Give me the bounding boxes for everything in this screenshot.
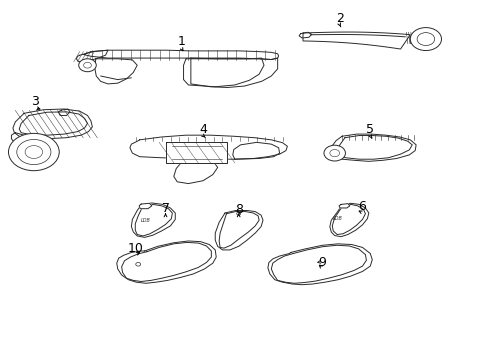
Circle shape [17, 139, 51, 165]
Circle shape [8, 134, 59, 171]
Polygon shape [215, 211, 263, 250]
Circle shape [409, 28, 441, 50]
Text: 9: 9 [318, 256, 326, 269]
Polygon shape [76, 50, 108, 62]
Text: 8: 8 [234, 203, 242, 216]
Polygon shape [330, 134, 415, 161]
Polygon shape [190, 58, 277, 87]
Text: 5: 5 [366, 123, 373, 136]
Polygon shape [58, 109, 70, 116]
Polygon shape [173, 163, 217, 184]
Circle shape [79, 59, 96, 72]
Text: LDB: LDB [141, 218, 151, 223]
Polygon shape [267, 244, 371, 285]
Polygon shape [338, 204, 349, 208]
Polygon shape [130, 135, 287, 159]
Polygon shape [13, 109, 92, 139]
Text: 1: 1 [177, 35, 184, 49]
Polygon shape [83, 50, 278, 59]
Text: 6: 6 [358, 201, 366, 213]
Circle shape [324, 145, 345, 161]
Polygon shape [131, 203, 175, 237]
Polygon shape [95, 59, 137, 84]
Text: 4: 4 [199, 123, 206, 136]
Polygon shape [232, 142, 279, 159]
Text: 10: 10 [127, 242, 143, 255]
Polygon shape [11, 133, 49, 143]
Text: LDB: LDB [332, 216, 343, 221]
Text: 7: 7 [161, 202, 169, 215]
Polygon shape [166, 142, 227, 163]
Polygon shape [299, 32, 311, 38]
Polygon shape [117, 241, 216, 283]
Polygon shape [329, 203, 368, 237]
Text: 3: 3 [31, 95, 39, 108]
Text: 2: 2 [335, 12, 343, 25]
Polygon shape [409, 33, 427, 44]
Polygon shape [139, 203, 152, 209]
Polygon shape [183, 58, 264, 87]
Polygon shape [303, 32, 409, 49]
